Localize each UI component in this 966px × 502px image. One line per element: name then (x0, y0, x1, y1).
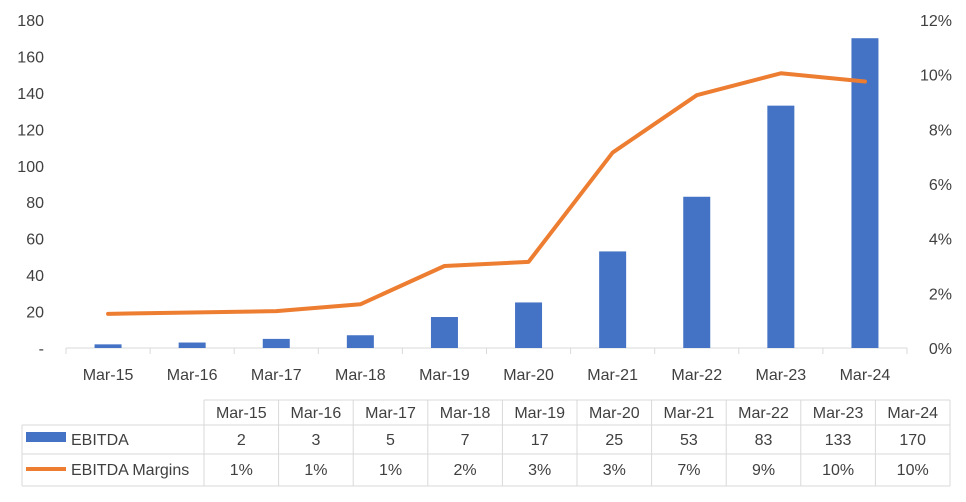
ebitda-bar (683, 196, 711, 348)
y-left-tick-label: 140 (17, 86, 44, 103)
y-left-tick-label: 100 (17, 159, 44, 176)
ebitda-value-cell: 17 (531, 432, 549, 449)
x-tick-label: Mar-22 (671, 367, 722, 384)
y-left-tick-label: 20 (26, 305, 44, 322)
y-right-tick-label: 6% (929, 177, 952, 194)
y-right-tick-label: 10% (920, 68, 952, 85)
margin-point (863, 80, 867, 83)
y-left-tick-label: 40 (26, 268, 44, 285)
table-header-cell: Mar-18 (440, 405, 491, 422)
ebitda-value-cell: 7 (461, 432, 470, 449)
margin-series-line (106, 71, 867, 316)
ebitda-bar (262, 338, 290, 348)
margin-point (611, 151, 615, 155)
x-tick-label: Mar-23 (756, 367, 807, 384)
y-right-tick-label: 12% (920, 13, 952, 30)
ebitda-value-cell: 170 (899, 432, 926, 449)
y-left-tick-label: 60 (26, 232, 44, 249)
margin-value-cell: 3% (528, 462, 551, 479)
margin-point (779, 71, 783, 75)
y-left-tick-label: 160 (17, 49, 44, 66)
table-header-cell: Mar-15 (216, 405, 267, 422)
ebitda-bar (515, 302, 543, 348)
ebitda-bar (767, 105, 795, 349)
x-tick-label: Mar-16 (167, 367, 218, 384)
ebitda-value-cell: 133 (825, 432, 852, 449)
ebitda-value-cell: 5 (386, 432, 395, 449)
ebitda-value-cell: 2 (237, 432, 246, 449)
table-header-cell: Mar-17 (365, 405, 416, 422)
margin-line (106, 71, 867, 316)
margin-value-cell: 10% (897, 462, 929, 479)
ebitda-bars (94, 38, 879, 349)
margin-value-cell: 7% (677, 462, 700, 479)
ebitda-bar (94, 344, 122, 348)
ebitda-bar (430, 317, 458, 348)
margin-value-cell: 1% (379, 462, 402, 479)
x-tick-label: Mar-18 (335, 367, 386, 384)
table-header-cell: Mar-21 (664, 405, 715, 422)
table-header-cell: Mar-19 (514, 405, 565, 422)
table-header-cell: Mar-23 (813, 405, 864, 422)
margin-value-cell: 1% (230, 462, 253, 479)
y-right-tick-label: 4% (929, 232, 952, 249)
ebitda-bar (851, 38, 879, 348)
x-tick-label: Mar-20 (503, 367, 554, 384)
data-table: Mar-15 Mar-16 Mar-17 Mar-18 Mar-19 Mar-20 Mar-… (21, 399, 951, 487)
margin-point (358, 302, 362, 306)
y-left-tick-label: 80 (26, 195, 44, 212)
ebitda-value-cell: 3 (311, 432, 320, 449)
margin-point (695, 93, 699, 97)
margin-value-cell: 9% (752, 462, 775, 479)
chart-axes: Mar-15 Mar-16 Mar-17 Mar-18 Mar-19 Mar-20 Mar-… (17, 13, 952, 384)
table-header-cell: Mar-22 (738, 405, 789, 422)
table-header-cell: Mar-20 (589, 405, 640, 422)
margin-point (106, 312, 110, 316)
y-left-tick-label: 120 (17, 122, 44, 139)
margin-value-cell: 10% (822, 462, 854, 479)
margin-value-cell: 3% (603, 462, 626, 479)
x-tick-label: Mar-19 (419, 367, 470, 384)
y-right-tick-label: 8% (929, 122, 952, 139)
margin-point (190, 310, 194, 314)
margin-point (527, 260, 531, 264)
margin-point (442, 264, 446, 268)
x-tick-label: Mar-24 (840, 367, 891, 384)
y-right-tick-label: 0% (929, 341, 952, 358)
ebitda-value-cell: 25 (605, 432, 623, 449)
y-right-tick-label: 2% (929, 286, 952, 303)
margin-legend-label: EBITDA Margins (71, 462, 189, 479)
y-left-tick-label: 180 (17, 13, 44, 30)
table-header-cell: Mar-16 (291, 405, 342, 422)
x-tick-label: Mar-15 (83, 367, 134, 384)
table-header-cell: Mar-24 (887, 405, 938, 422)
ebitda-value-cell: 83 (755, 432, 773, 449)
ebitda-bar (346, 335, 374, 348)
ebitda-value-cell: 53 (680, 432, 698, 449)
y-left-tick-label: - (39, 341, 44, 358)
ebitda-legend-swatch (26, 432, 66, 442)
ebitda-bar (178, 342, 206, 348)
x-tick-label: Mar-17 (251, 367, 302, 384)
margin-value-cell: 1% (304, 462, 327, 479)
x-tick-label: Mar-21 (587, 367, 638, 384)
margin-point (274, 309, 278, 313)
margin-value-cell: 2% (454, 462, 477, 479)
ebitda-bar (599, 251, 627, 348)
ebitda-legend-label: EBITDA (71, 432, 129, 449)
